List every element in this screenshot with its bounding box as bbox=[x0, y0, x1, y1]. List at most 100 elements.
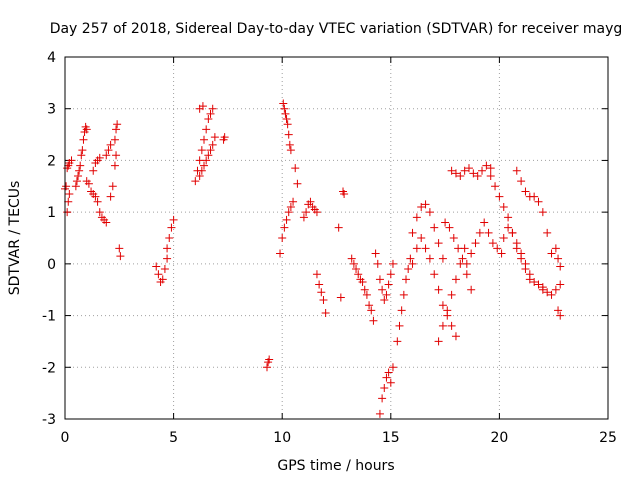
data-point bbox=[484, 228, 493, 237]
data-point bbox=[312, 270, 321, 279]
data-point bbox=[538, 208, 547, 217]
data-point bbox=[467, 285, 476, 294]
data-point bbox=[462, 270, 471, 279]
data-segment-8 bbox=[110, 120, 122, 144]
data-point bbox=[430, 270, 439, 279]
data-point bbox=[84, 179, 93, 188]
data-point bbox=[299, 213, 308, 222]
data-point bbox=[279, 99, 288, 108]
data-point bbox=[434, 239, 443, 248]
data-point bbox=[438, 254, 447, 263]
data-point bbox=[112, 125, 121, 134]
data-point bbox=[534, 197, 543, 206]
data-segment-18 bbox=[279, 99, 295, 155]
data-point bbox=[486, 164, 495, 173]
data-point bbox=[386, 270, 395, 279]
data-point bbox=[78, 146, 87, 155]
y-tick-label: 1 bbox=[47, 205, 56, 221]
data-segment-33 bbox=[462, 218, 506, 268]
data-point bbox=[382, 290, 391, 299]
data-point bbox=[102, 151, 111, 160]
data-segment-3 bbox=[77, 122, 91, 160]
y-tick-labels: -3 -2 -1 0 1 2 3 4 bbox=[42, 50, 56, 428]
data-point bbox=[504, 213, 513, 222]
data-point bbox=[538, 285, 547, 294]
data-point bbox=[165, 234, 174, 242]
data-segment-38 bbox=[551, 244, 565, 271]
data-point bbox=[77, 151, 86, 160]
x-axis-label: GPS time / hours bbox=[277, 458, 394, 474]
data-point bbox=[340, 190, 349, 199]
data-point bbox=[388, 363, 397, 372]
data-point bbox=[480, 218, 489, 227]
data-point bbox=[167, 223, 176, 232]
data-segment-30 bbox=[434, 244, 469, 346]
data-segment-22 bbox=[334, 223, 345, 302]
data-point bbox=[441, 218, 450, 227]
data-point bbox=[283, 120, 292, 129]
x-tick-label: 0 bbox=[61, 430, 70, 446]
data-segment-39 bbox=[554, 306, 565, 320]
data-point bbox=[451, 169, 460, 178]
data-point bbox=[349, 259, 358, 268]
data-point bbox=[402, 275, 411, 284]
data-point bbox=[306, 197, 315, 206]
data-segment-9 bbox=[115, 244, 125, 261]
data-point bbox=[378, 394, 387, 403]
data-point bbox=[95, 208, 104, 217]
data-point bbox=[382, 373, 391, 382]
data-point bbox=[534, 280, 543, 289]
data-point bbox=[169, 215, 178, 224]
data-point bbox=[65, 190, 74, 199]
x-tick-label: 5 bbox=[169, 430, 178, 446]
data-point bbox=[152, 262, 161, 271]
data-point bbox=[388, 259, 397, 268]
data-point bbox=[284, 208, 293, 217]
data-segment-32 bbox=[447, 161, 495, 180]
x-tick-label: 20 bbox=[490, 430, 508, 446]
data-point bbox=[365, 301, 374, 310]
data-point bbox=[443, 306, 452, 315]
data-segment-6 bbox=[102, 140, 115, 160]
x-tick-label: 25 bbox=[599, 430, 617, 446]
data-point bbox=[471, 239, 480, 248]
data-point bbox=[91, 192, 100, 201]
data-segment-31 bbox=[441, 218, 476, 294]
data-point bbox=[93, 197, 102, 206]
grid-lines bbox=[65, 57, 608, 419]
data-point bbox=[110, 161, 119, 170]
data-point bbox=[451, 275, 460, 284]
y-tick-label: -2 bbox=[42, 360, 56, 376]
data-point bbox=[74, 171, 83, 180]
data-point bbox=[508, 228, 517, 237]
data-point bbox=[378, 285, 387, 294]
data-point bbox=[286, 146, 295, 155]
data-point bbox=[362, 290, 371, 299]
data-point bbox=[354, 270, 363, 279]
data-point bbox=[281, 109, 290, 118]
data-point bbox=[486, 171, 495, 180]
data-point bbox=[280, 104, 289, 113]
data-segment-16 bbox=[262, 355, 274, 372]
data-point bbox=[406, 254, 415, 263]
data-point bbox=[438, 301, 447, 310]
data-point bbox=[369, 316, 378, 325]
data-point bbox=[62, 182, 71, 191]
data-segment-10 bbox=[152, 254, 172, 286]
data-segment-27 bbox=[393, 254, 417, 346]
data-point bbox=[202, 156, 211, 165]
data-point bbox=[110, 135, 119, 144]
data-point bbox=[460, 166, 469, 175]
data-point bbox=[543, 228, 552, 237]
data-point bbox=[445, 223, 454, 232]
data-point bbox=[449, 234, 458, 242]
data-segment-17 bbox=[276, 197, 298, 258]
data-point bbox=[202, 125, 211, 134]
data-point bbox=[384, 368, 393, 377]
data-segment-23 bbox=[339, 187, 349, 199]
data-point bbox=[282, 115, 291, 124]
data-point bbox=[495, 192, 504, 201]
data-point bbox=[106, 140, 115, 149]
data-point bbox=[282, 215, 291, 224]
data-point bbox=[204, 151, 213, 160]
